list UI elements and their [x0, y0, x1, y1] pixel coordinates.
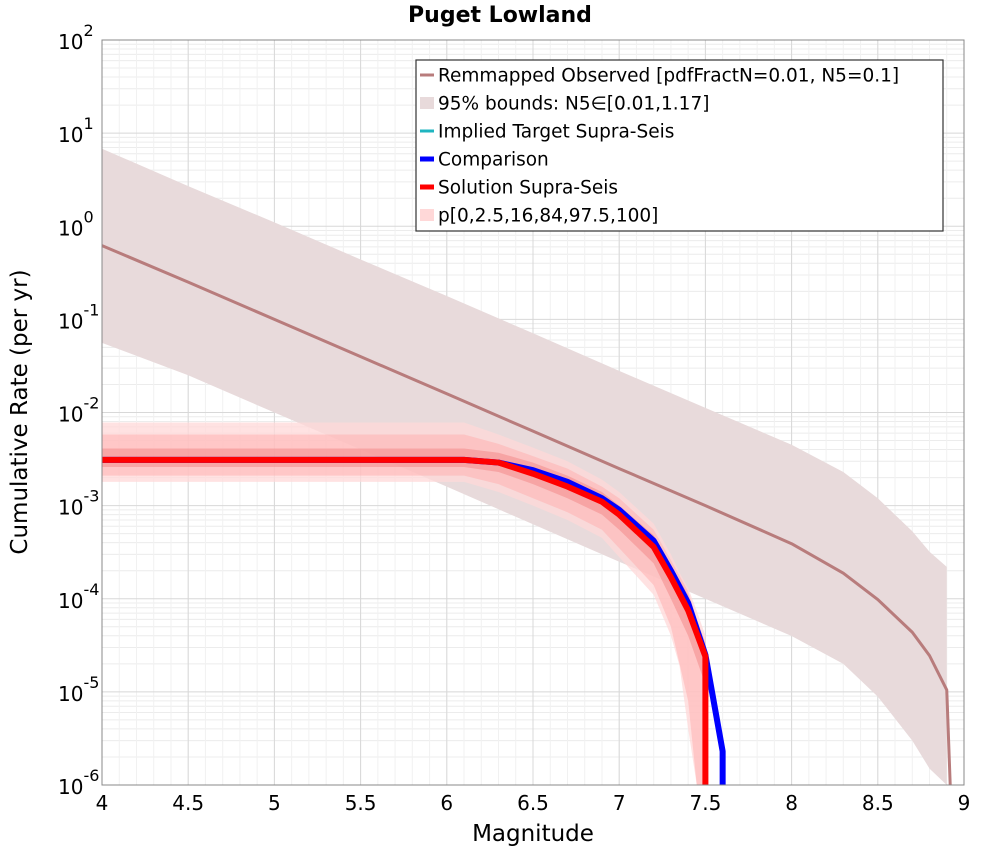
x-tick-label: 5 — [268, 791, 281, 815]
y-tick-label: 10-3 — [58, 487, 99, 520]
y-tick-exponent: -5 — [83, 673, 99, 692]
legend-label: Remmapped Observed [pdfFractN=0.01, N5=0… — [438, 66, 899, 87]
legend-swatch — [420, 209, 434, 221]
band-p0-p100 — [102, 422, 706, 785]
legend-label: p[0,2.5,16,84,97.5,100] — [438, 206, 658, 227]
legend-label: Implied Target Supra-Seis — [438, 122, 674, 143]
x-axis-ticks: 4 4.5 5 5.5 6 6.5 7 7.5 8 8.5 9 — [96, 791, 971, 815]
y-tick-exponent: 0 — [83, 207, 93, 226]
x-tick-label: 8 — [785, 791, 798, 815]
x-tick-label: 6 — [440, 791, 453, 815]
series-remmapped-observed — [101, 244, 952, 786]
chart-title: Puget Lowland — [408, 3, 592, 28]
legend-label: Solution Supra-Seis — [438, 178, 618, 199]
x-axis-label: Magnitude — [472, 821, 594, 847]
x-tick-label: 7.5 — [689, 791, 721, 815]
y-tick-exponent: -6 — [83, 766, 99, 785]
x-tick-label: 9 — [958, 791, 971, 815]
x-tick-label: 4.5 — [172, 791, 204, 815]
legend: Remmapped Observed [pdfFractN=0.01, N5=0… — [415, 59, 944, 232]
y-tick-label: 100 — [58, 207, 94, 240]
x-tick-label: 4 — [96, 791, 109, 815]
y-tick-label: 101 — [58, 114, 94, 147]
series-solution-supra-seis — [102, 456, 709, 785]
legend-label: Comparison — [438, 150, 549, 171]
y-axis-label: Cumulative Rate (per yr) — [7, 269, 33, 554]
y-tick-label: 10-1 — [58, 300, 99, 333]
y-tick-exponent: 2 — [83, 21, 93, 40]
y-tick-exponent: -2 — [83, 394, 99, 413]
legend-label: 95% bounds: N5∈[0.01,1.17] — [438, 94, 709, 115]
x-tick-label: 5.5 — [345, 791, 377, 815]
y-tick-exponent: -3 — [83, 487, 99, 506]
y-tick-label: 102 — [58, 21, 94, 54]
y-tick-exponent: -4 — [83, 580, 99, 599]
plot-frame — [101, 39, 965, 786]
x-tick-label: 6.5 — [517, 791, 549, 815]
y-tick-exponent: -1 — [83, 300, 99, 319]
x-tick-label: 8.5 — [862, 791, 894, 815]
y-tick-label: 10-5 — [58, 673, 99, 706]
y-tick-label: 10-6 — [58, 766, 99, 799]
legend-swatch — [420, 97, 434, 109]
series — [101, 244, 952, 786]
y-tick-label: 10-2 — [58, 394, 99, 427]
band-p2-5-p97-5 — [102, 434, 706, 785]
x-tick-label: 7 — [613, 791, 626, 815]
legend-box — [415, 59, 944, 232]
y-tick-exponent: 1 — [83, 114, 93, 133]
y-tick-label: 10-4 — [58, 580, 99, 613]
